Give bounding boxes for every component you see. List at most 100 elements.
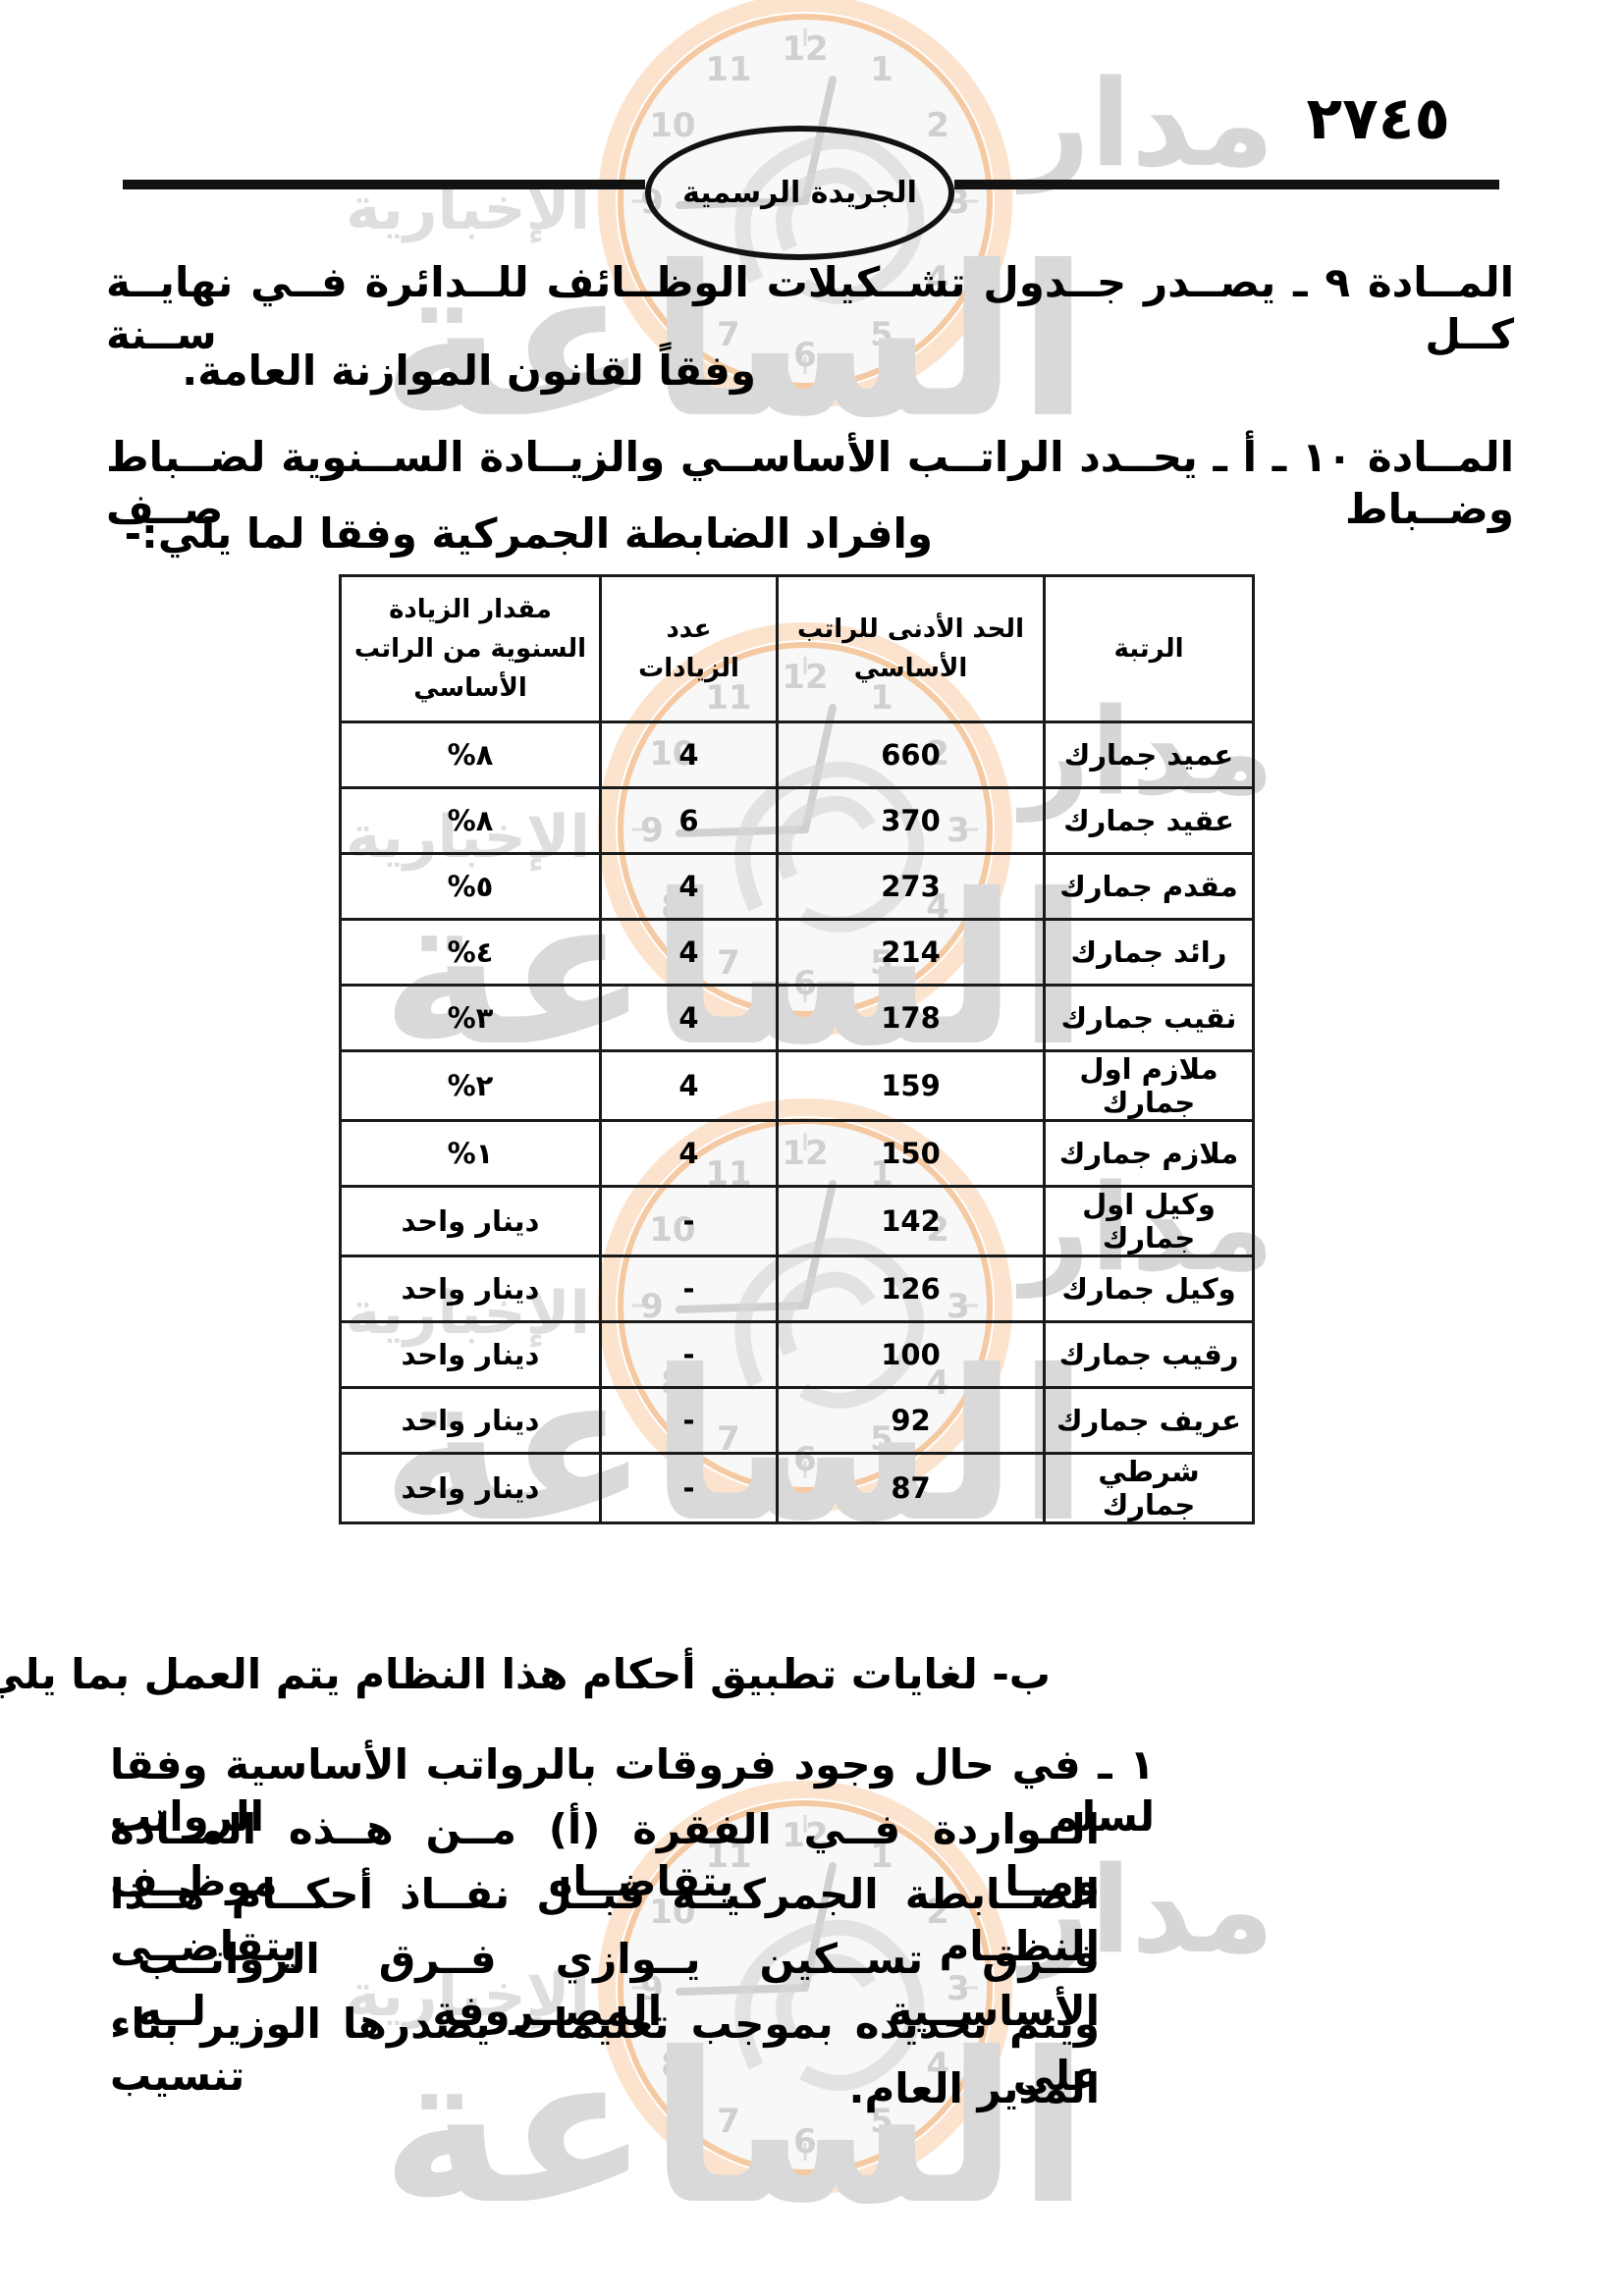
min-salary-cell: 87 bbox=[776, 1452, 1046, 1524]
svg-text:7: 7 bbox=[717, 2102, 740, 2141]
svg-text:2: 2 bbox=[926, 106, 949, 145]
annual-increase-cell: دينار واحد bbox=[339, 1320, 602, 1389]
rank-cell: عريف جمارك bbox=[1043, 1386, 1255, 1455]
rank-cell: مقدم جمارك bbox=[1043, 852, 1255, 921]
annual-increase-cell: دينار واحد bbox=[339, 1452, 602, 1524]
header-rule-left bbox=[123, 180, 645, 189]
svg-text:1: 1 bbox=[870, 50, 893, 89]
annual-increase-cell: ٥% bbox=[339, 852, 602, 921]
annual-increase-cell: دينار واحد bbox=[339, 1255, 602, 1323]
svg-text:6: 6 bbox=[793, 336, 817, 375]
watermark-word-madar: مدار bbox=[1021, 1841, 1275, 1980]
increments-count-cell: 4 bbox=[599, 1049, 779, 1122]
increments-count-cell: 4 bbox=[599, 852, 779, 921]
increments-count-cell: 4 bbox=[599, 721, 779, 789]
news-site-watermark: 1 2 3 4 5 6 7 8 9 10 11 12 مدار الإخبارية الساعة bbox=[344, 1733, 1326, 2296]
section-b-line: ب- لغايات تطبيق أحكام هذا النظام يتم الع… bbox=[0, 1650, 1051, 1698]
watermark-word-alsaa: الساعة bbox=[381, 221, 1089, 463]
table-row: عريف جمارك 92 - دينار واحد bbox=[339, 1386, 1255, 1455]
page-number: ٢٧٤٥ bbox=[1306, 84, 1450, 153]
salary-table: الرتبة الحد الأدنى للراتب الأساسي عدد ال… bbox=[339, 574, 1255, 1524]
min-salary-cell: 126 bbox=[776, 1255, 1046, 1323]
header-increase: مقدار الزيادة السنوية من الراتب الأساسي bbox=[339, 574, 602, 723]
rank-cell: نقيب جمارك bbox=[1043, 984, 1255, 1052]
svg-text:9: 9 bbox=[640, 1969, 664, 2008]
increments-count-cell: 4 bbox=[599, 918, 779, 987]
gazette-title-oval: الجريدة الرسمية bbox=[645, 126, 954, 260]
min-salary-cell: 142 bbox=[776, 1185, 1046, 1257]
rank-cell: ملازم اول جمارك bbox=[1043, 1049, 1255, 1122]
svg-text:11: 11 bbox=[705, 50, 751, 89]
min-salary-cell: 92 bbox=[776, 1386, 1046, 1455]
annual-increase-cell: ١% bbox=[339, 1119, 602, 1188]
min-salary-cell: 150 bbox=[776, 1119, 1046, 1188]
table-header-row: الرتبة الحد الأدنى للراتب الأساسي عدد ال… bbox=[339, 574, 1255, 723]
item1-line5: ويتم تحديده بموجب تعليمات يصدرها الوزير … bbox=[110, 2000, 1100, 2100]
table-row: وكيل اول جمارك 142 - دينار واحد bbox=[339, 1185, 1255, 1257]
svg-text:11: 11 bbox=[705, 1837, 751, 1876]
table-row: عميد جمارك 660 4 ٨% bbox=[339, 721, 1255, 789]
header-min-salary: الحد الأدنى للراتب الأساسي bbox=[776, 574, 1046, 723]
svg-text:4: 4 bbox=[926, 2046, 949, 2085]
svg-text:4: 4 bbox=[926, 259, 949, 298]
min-salary-cell: 100 bbox=[776, 1320, 1046, 1389]
min-salary-cell: 159 bbox=[776, 1049, 1046, 1122]
increments-count-cell: - bbox=[599, 1320, 779, 1389]
min-salary-cell: 214 bbox=[776, 918, 1046, 987]
svg-text:10: 10 bbox=[649, 106, 695, 145]
gazette-title: الجريدة الرسمية bbox=[682, 176, 917, 210]
svg-text:5: 5 bbox=[870, 2102, 893, 2141]
rank-cell: عميد جمارك bbox=[1043, 721, 1255, 789]
svg-text:10: 10 bbox=[649, 1893, 695, 1932]
item1-line1: ١ ـ في حال وجود فروقات بالرواتب الأساسية… bbox=[110, 1740, 1155, 1841]
header-rank: الرتبة bbox=[1043, 574, 1255, 723]
increments-count-cell: - bbox=[599, 1452, 779, 1524]
item1-line3: الضــابطة الجمركيــة قبــل نفــاذ أحكــا… bbox=[110, 1870, 1100, 1970]
table-row: شرطي جمارك 87 - دينار واحد bbox=[339, 1452, 1255, 1524]
item1-line6: المدير العام. bbox=[848, 2064, 1101, 2112]
article9-line1: المــادة ٩ ـ يصــدر جــدول تشــكيلات الو… bbox=[106, 258, 1515, 358]
svg-text:8: 8 bbox=[661, 2046, 684, 2085]
rank-cell: رائد جمارك bbox=[1043, 918, 1255, 987]
rank-cell: وكيل اول جمارك bbox=[1043, 1185, 1255, 1257]
rank-cell: ملازم جمارك bbox=[1043, 1119, 1255, 1188]
annual-increase-cell: ٨% bbox=[339, 786, 602, 855]
table-row: نقيب جمارك 178 4 ٣% bbox=[339, 984, 1255, 1052]
table-row: ملازم جمارك 150 4 ١% bbox=[339, 1119, 1255, 1188]
min-salary-cell: 660 bbox=[776, 721, 1046, 789]
rank-cell: شرطي جمارك bbox=[1043, 1452, 1255, 1524]
svg-text:3: 3 bbox=[947, 1969, 970, 2008]
watermark-word-alikhbariya: الإخبارية bbox=[346, 1961, 590, 2030]
table-row: رائد جمارك 214 4 ٤% bbox=[339, 918, 1255, 987]
article10-line2: وافراد الضابطة الجمركية وفقا لما يلي:- bbox=[124, 509, 933, 558]
item1-line2: الــواردة فــي الفقرة (أ) مــن هــذه الم… bbox=[110, 1805, 1100, 1905]
rank-cell: وكيل جمارك bbox=[1043, 1255, 1255, 1323]
item1-line4: فــرق تســكين يــوازي فــرق الرواتــب ال… bbox=[137, 1935, 1100, 2035]
svg-text:1: 1 bbox=[870, 1837, 893, 1876]
svg-text:7: 7 bbox=[717, 315, 740, 354]
watermark-word-alsaa: الساعة bbox=[381, 2007, 1089, 2250]
watermark-word-madar: مدار bbox=[1021, 54, 1275, 193]
svg-text:12: 12 bbox=[782, 1816, 828, 1855]
table-row: ملازم اول جمارك 159 4 ٢% bbox=[339, 1049, 1255, 1122]
annual-increase-cell: ٣% bbox=[339, 984, 602, 1052]
annual-increase-cell: دينار واحد bbox=[339, 1185, 602, 1257]
increments-count-cell: - bbox=[599, 1386, 779, 1455]
annual-increase-cell: دينار واحد bbox=[339, 1386, 602, 1455]
table-row: وكيل جمارك 126 - دينار واحد bbox=[339, 1255, 1255, 1323]
svg-text:8: 8 bbox=[661, 259, 684, 298]
min-salary-cell: 273 bbox=[776, 852, 1046, 921]
svg-text:6: 6 bbox=[793, 2122, 817, 2162]
header-rule-right bbox=[954, 180, 1499, 189]
news-site-watermark: 1 2 3 4 5 6 7 8 9 10 11 12 مدار الإخبارية الساعة bbox=[344, 0, 1326, 515]
svg-text:2: 2 bbox=[926, 1893, 949, 1932]
rank-cell: رقيب جمارك bbox=[1043, 1320, 1255, 1389]
annual-increase-cell: ٤% bbox=[339, 918, 602, 987]
increments-count-cell: 4 bbox=[599, 984, 779, 1052]
increments-count-cell: - bbox=[599, 1185, 779, 1257]
min-salary-cell: 370 bbox=[776, 786, 1046, 855]
article10-line1: المــادة ١٠ ـ أ ـ يحــدد الراتــب الأساس… bbox=[106, 433, 1515, 533]
